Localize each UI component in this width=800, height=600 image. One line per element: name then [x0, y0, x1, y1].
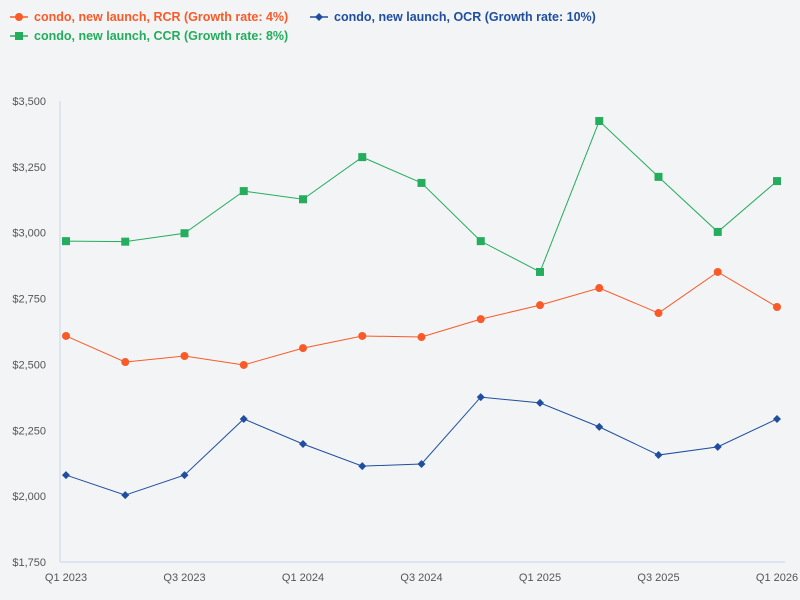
y-tick-label: $2,250: [12, 425, 46, 437]
data-point: [239, 360, 248, 369]
y-tick-label: $1,750: [12, 557, 46, 569]
x-tick-label: Q1 2023: [45, 572, 87, 584]
legend-item-ccr[interactable]: condo, new launch, CCR (Growth rate: 8%): [10, 29, 288, 43]
x-tick-label: Q1 2026: [756, 572, 798, 584]
diamond-marker-icon: [310, 13, 328, 21]
data-point: [536, 398, 544, 407]
y-tick-label: $3,250: [12, 162, 46, 174]
data-point: [476, 393, 485, 402]
data-point: [180, 229, 189, 238]
data-point: [773, 303, 781, 312]
y-tick-label: $2,500: [12, 359, 46, 371]
data-point: [239, 414, 248, 423]
data-point: [595, 117, 604, 126]
data-point: [536, 267, 544, 276]
legend-item-rcr[interactable]: condo, new launch, RCR (Growth rate: 4%): [10, 10, 288, 24]
y-tick-label: $3,500: [12, 96, 46, 108]
data-point: [773, 177, 781, 186]
data-point: [713, 227, 722, 236]
series-line-diamond: [65, 396, 778, 496]
data-point: [595, 422, 604, 431]
series-line-circle: [65, 271, 778, 366]
data-point: [180, 471, 189, 480]
legend-label: condo, new launch, OCR (Growth rate: 10%…: [334, 10, 596, 24]
data-point: [417, 460, 426, 469]
y-tick-label: $3,000: [12, 228, 46, 240]
x-tick-label: Q3 2024: [400, 572, 442, 584]
data-point: [358, 462, 367, 471]
data-point: [654, 172, 663, 181]
data-point: [536, 301, 544, 310]
data-point: [62, 471, 70, 480]
data-point: [713, 442, 722, 451]
data-point: [299, 344, 307, 353]
data-point: [417, 333, 426, 342]
legend-item-ocr[interactable]: condo, new launch, OCR (Growth rate: 10%…: [310, 10, 596, 24]
data-point: [476, 315, 485, 324]
legend-label: condo, new launch, CCR (Growth rate: 8%): [34, 29, 289, 43]
data-point: [654, 309, 663, 318]
x-tick-label: Q3 2025: [637, 572, 679, 584]
x-tick-label: Q1 2024: [282, 572, 324, 584]
data-point: [62, 237, 70, 246]
y-tick-label: $2,750: [12, 294, 46, 306]
data-point: [121, 237, 130, 246]
data-point: [595, 284, 604, 293]
data-point: [299, 439, 307, 448]
data-point: [773, 414, 781, 423]
data-point: [358, 331, 367, 340]
data-point: [121, 491, 130, 500]
series-line-square: [65, 120, 778, 273]
data-point: [358, 153, 367, 162]
data-point: [417, 178, 426, 187]
data-point: [713, 267, 722, 276]
y-tick-label: $2,000: [12, 491, 46, 503]
circle-marker-icon: [10, 13, 28, 21]
data-point: [654, 451, 663, 460]
data-point: [180, 351, 189, 360]
data-point: [299, 195, 307, 204]
data-point: [62, 331, 70, 340]
data-point: [476, 237, 485, 246]
data-point: [239, 187, 248, 196]
legend-label: condo, new launch, RCR (Growth rate: 4%): [34, 10, 289, 24]
data-point: [121, 358, 130, 367]
x-tick-label: Q3 2023: [163, 572, 205, 584]
square-marker-icon: [10, 32, 28, 40]
x-tick-label: Q1 2025: [519, 572, 561, 584]
